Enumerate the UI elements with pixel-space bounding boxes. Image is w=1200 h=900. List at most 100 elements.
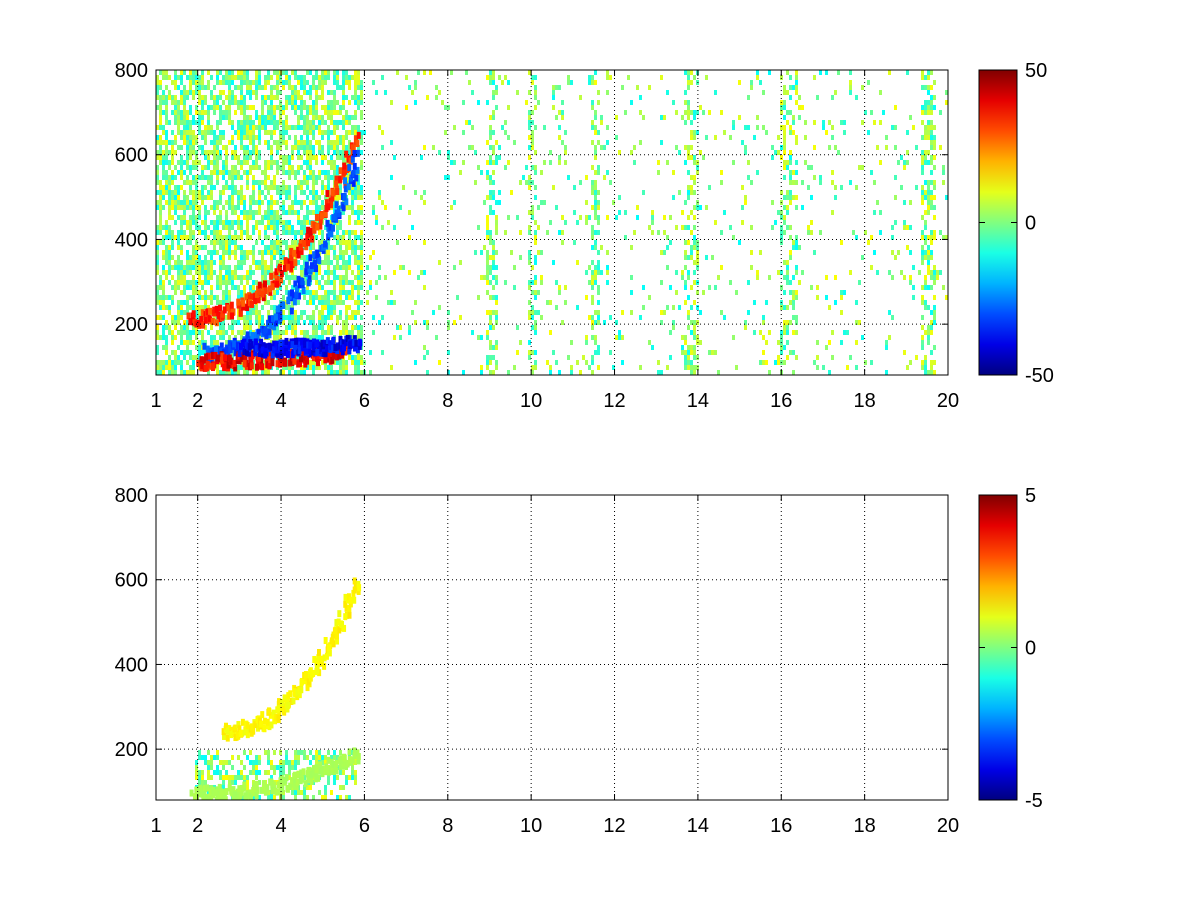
feature-cell [334,180,339,188]
feature-cell [358,339,363,347]
feature-cell [352,149,357,157]
feature-cell [270,359,275,367]
feature-cell [274,275,279,283]
feature-cell [278,360,283,368]
feature-cell [325,337,330,345]
feature-cell [317,648,322,656]
feature-cell [226,304,231,312]
feature-cell [304,673,309,681]
feature-cell [356,753,361,761]
feature-cell [241,338,246,346]
feature-cell [343,181,348,189]
feature-cell [241,303,246,311]
feature-cell [314,340,319,348]
x-tick-label: 6 [359,390,370,412]
feature-cell [201,321,206,329]
x-tick-label: 12 [603,390,625,412]
feature-cell [278,304,283,312]
feature-cell [348,157,353,165]
feature-cell [237,725,242,733]
x-tick-label: 8 [442,390,453,412]
feature-cell [259,338,264,346]
feature-cell [228,346,233,354]
feature-cell [272,340,277,348]
feature-cell [213,789,218,797]
feature-cell [356,587,361,595]
feature-cell [304,261,309,269]
feature-cell [240,718,245,726]
colorbar-tick-label: 0 [1025,213,1036,235]
feature-cell [307,347,312,355]
feature-cell [333,344,338,352]
feature-cell [209,356,214,364]
feature-cell [233,364,238,372]
x-tick-label: 2 [192,390,203,412]
feature-cell [298,239,303,247]
y-tick-label: 400 [115,229,148,251]
feature-cell [210,318,215,326]
feature-cell [227,354,232,362]
y-tick-label: 800 [115,485,148,507]
feature-cell [326,644,331,652]
feature-cell [345,166,350,174]
feature-cell [265,784,270,792]
feature-cell [296,246,301,254]
feature-cell [222,732,227,740]
feature-cell [224,722,229,730]
feature-cell [315,249,320,257]
feature-cell [322,662,327,670]
feature-cell [293,776,298,784]
feature-cell [269,721,274,729]
feature-cell [283,347,288,355]
feature-cell [230,312,235,320]
feature-cell [322,654,327,662]
feature-cell [272,280,277,288]
feature-cell [342,193,347,201]
feature-cell [306,230,311,238]
feature-cell [276,714,281,722]
feature-cell [227,308,232,316]
feature-cell [222,306,227,314]
feature-cell [298,341,303,349]
feature-cell [331,631,336,639]
feature-cell [208,788,213,796]
feature-cell [289,697,294,705]
feature-cell [255,786,260,794]
feature-cell [279,349,284,357]
feature-cell [299,679,304,687]
feature-cell [357,584,362,592]
feature-cell [211,789,216,797]
feature-cell [317,257,322,265]
feature-cell [318,222,323,230]
feature-cell [201,796,206,800]
feature-cell [334,209,339,217]
feature-cell [318,216,323,224]
feature-cell [309,262,314,270]
feature-cell [263,351,268,359]
feature-cell [347,347,352,355]
feature-cell [322,339,327,347]
feature-cell [290,777,295,785]
feature-cell [267,707,272,715]
feature-cell [334,213,339,221]
feature-cell [327,351,332,359]
feature-cell [223,354,228,362]
feature-cell [308,341,313,349]
feature-cell [343,348,348,356]
feature-cell [287,292,292,300]
feature-cell [270,351,275,359]
feature-cell [335,343,340,351]
feature-cell [267,362,272,370]
feature-cell [262,725,267,733]
feature-cell [272,346,277,354]
feature-cell [267,285,272,293]
feature-cell [293,347,298,355]
feature-cell [297,360,302,368]
feature-cell [339,761,344,769]
feature-cell [306,226,311,234]
colorbar-tick-label: -5 [1025,790,1043,812]
feature-cell [338,167,343,175]
feature-cell [221,728,226,736]
feature-cell [282,264,287,272]
feature-cell [286,692,291,700]
